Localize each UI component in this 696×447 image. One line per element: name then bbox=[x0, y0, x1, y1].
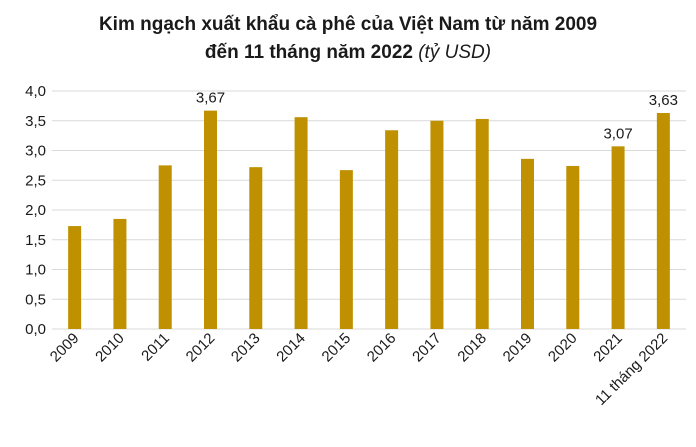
x-tick-label: 2013 bbox=[228, 330, 264, 366]
bar bbox=[521, 159, 534, 329]
bar bbox=[385, 130, 398, 329]
x-tick-label: 2012 bbox=[183, 330, 219, 366]
bar bbox=[159, 165, 172, 329]
bar bbox=[113, 219, 126, 329]
bar bbox=[612, 146, 625, 329]
y-tick-label: 3,5 bbox=[25, 113, 46, 130]
bar bbox=[657, 113, 670, 329]
bar bbox=[566, 166, 579, 329]
x-tick-label: 2021 bbox=[590, 330, 626, 366]
y-tick-label: 1,5 bbox=[25, 232, 46, 249]
x-tick-label: 2014 bbox=[273, 330, 309, 366]
y-tick-label: 1,0 bbox=[25, 262, 46, 279]
bar bbox=[430, 121, 443, 329]
x-tick-label: 2015 bbox=[319, 330, 355, 366]
bar bbox=[295, 117, 308, 329]
y-tick-label: 2,0 bbox=[25, 202, 46, 219]
x-tick-label: 2018 bbox=[454, 330, 490, 366]
data-label: 3,07 bbox=[603, 125, 632, 142]
x-tick-label: 2010 bbox=[92, 330, 128, 366]
y-tick-label: 2,5 bbox=[25, 172, 46, 189]
data-label: 3,63 bbox=[649, 92, 678, 109]
y-tick-label: 3,0 bbox=[25, 143, 46, 160]
x-tick-label: 2017 bbox=[409, 330, 445, 366]
x-tick-label: 2009 bbox=[47, 330, 83, 366]
bar bbox=[476, 119, 489, 329]
bar bbox=[249, 167, 262, 329]
data-label: 3,67 bbox=[196, 90, 225, 107]
bar bbox=[68, 226, 81, 329]
bar bbox=[204, 111, 217, 329]
bar bbox=[340, 170, 353, 329]
x-tick-label: 2011 bbox=[138, 330, 173, 365]
x-tick-label: 2019 bbox=[500, 330, 536, 366]
y-tick-label: 0,0 bbox=[25, 321, 46, 338]
x-tick-label: 2020 bbox=[545, 330, 581, 366]
x-tick-label: 2016 bbox=[364, 330, 400, 366]
y-tick-label: 0,5 bbox=[25, 291, 46, 308]
y-tick-label: 4,0 bbox=[25, 83, 46, 100]
